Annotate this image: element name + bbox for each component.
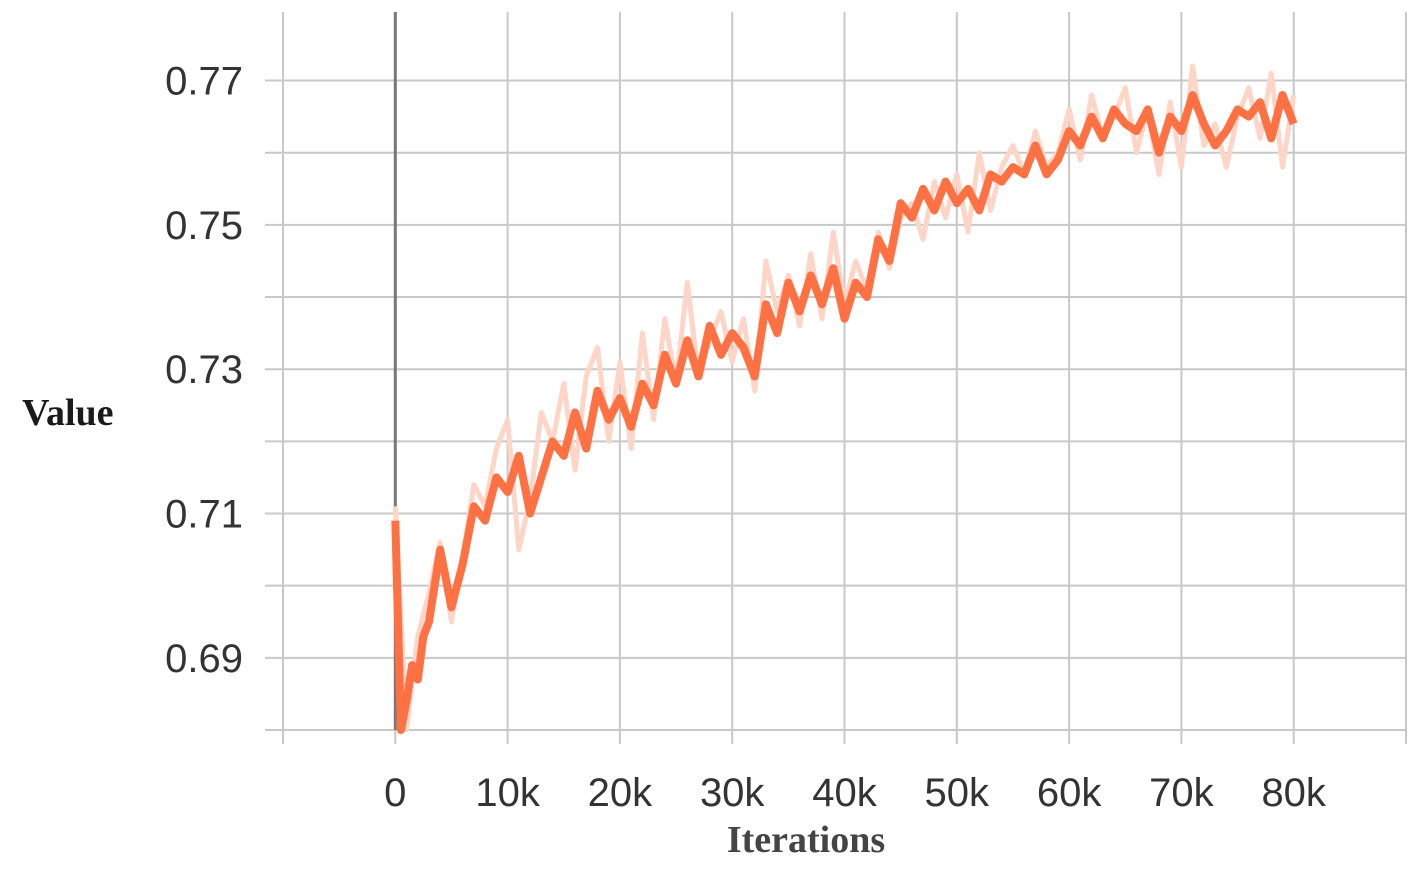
x-axis-title: Iterations [727, 819, 885, 861]
x-tick-label: 30k [700, 771, 765, 815]
smoothed-series-layer [391, 91, 1298, 734]
x-tick-labels: 0 10k 20k 30k 40k 50k 60k 70k 80k [384, 771, 1327, 815]
y-axis-title: Value [22, 392, 114, 434]
x-tick-label: 50k [925, 771, 990, 815]
x-tick-label: 60k [1037, 771, 1102, 815]
y-tick-label: 0.73 [165, 348, 243, 392]
x-tick-label: 80k [1261, 771, 1326, 815]
y-tick-label: 0.77 [165, 60, 243, 104]
y-tick-label: 0.69 [165, 637, 243, 681]
x-tick-label: 0 [384, 771, 406, 815]
x-tick-label: 70k [1149, 771, 1214, 815]
x-tick-label: 20k [588, 771, 653, 815]
x-tick-label: 10k [475, 771, 540, 815]
grid-layer [265, 12, 1407, 744]
y-tick-label: 0.75 [165, 204, 243, 248]
smoothed-series-line [391, 91, 1298, 734]
y-tick-label: 0.71 [165, 493, 243, 537]
x-tick-label: 40k [812, 771, 877, 815]
y-tick-labels: 0.69 0.71 0.73 0.75 0.77 [165, 60, 243, 681]
